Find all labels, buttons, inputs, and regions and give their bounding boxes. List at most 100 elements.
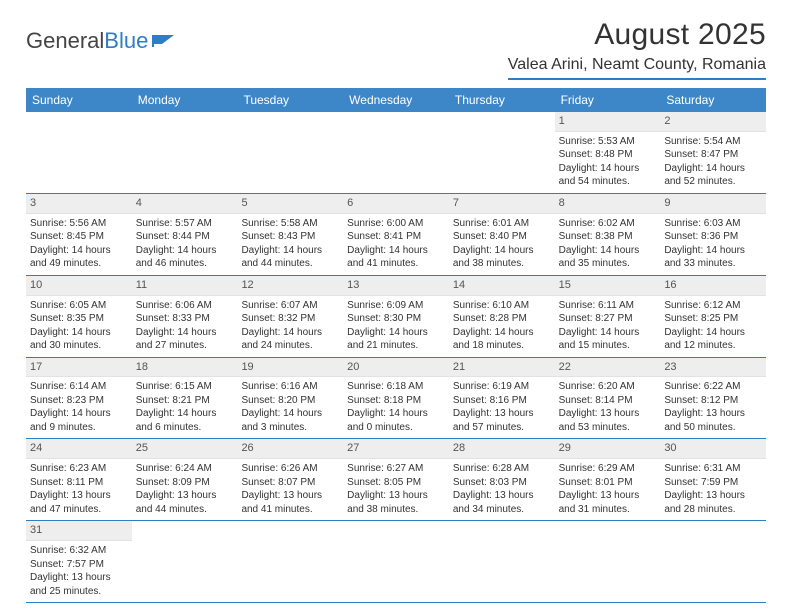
day-header: Friday <box>555 88 661 112</box>
day-number: 31 <box>26 521 132 541</box>
sunset-text: Sunset: 8:14 PM <box>559 394 657 408</box>
daylight-text: Daylight: 13 hours and 25 minutes. <box>30 571 128 598</box>
sunset-text: Sunset: 8:11 PM <box>30 476 128 490</box>
calendar-cell: 28Sunrise: 6:28 AMSunset: 8:03 PMDayligh… <box>449 439 555 520</box>
daylight-text: Daylight: 14 hours and 44 minutes. <box>241 244 339 271</box>
daylight-text: Daylight: 13 hours and 41 minutes. <box>241 489 339 516</box>
day-number: 27 <box>343 439 449 459</box>
sunset-text: Sunset: 8:27 PM <box>559 312 657 326</box>
daylight-text: Daylight: 13 hours and 47 minutes. <box>30 489 128 516</box>
day-number: 28 <box>449 439 555 459</box>
calendar-cell: 7Sunrise: 6:01 AMSunset: 8:40 PMDaylight… <box>449 194 555 275</box>
day-number: 13 <box>343 276 449 296</box>
calendar: SundayMondayTuesdayWednesdayThursdayFrid… <box>26 88 766 603</box>
sunrise-text: Sunrise: 6:23 AM <box>30 462 128 476</box>
week-row: 1Sunrise: 5:53 AMSunset: 8:48 PMDaylight… <box>26 112 766 194</box>
cell-body: Sunrise: 6:12 AMSunset: 8:25 PMDaylight:… <box>660 296 766 357</box>
daylight-text: Daylight: 14 hours and 52 minutes. <box>664 162 762 189</box>
day-header: Sunday <box>26 88 132 112</box>
sunrise-text: Sunrise: 5:53 AM <box>559 135 657 149</box>
cell-body: Sunrise: 6:28 AMSunset: 8:03 PMDaylight:… <box>449 459 555 520</box>
calendar-cell: 29Sunrise: 6:29 AMSunset: 8:01 PMDayligh… <box>555 439 661 520</box>
day-number: 2 <box>660 112 766 132</box>
calendar-cell: 5Sunrise: 5:58 AMSunset: 8:43 PMDaylight… <box>237 194 343 275</box>
calendar-cell <box>449 112 555 193</box>
sunset-text: Sunset: 8:07 PM <box>241 476 339 490</box>
day-number: 15 <box>555 276 661 296</box>
daylight-text: Daylight: 13 hours and 44 minutes. <box>136 489 234 516</box>
sunrise-text: Sunrise: 6:06 AM <box>136 299 234 313</box>
cell-body: Sunrise: 6:15 AMSunset: 8:21 PMDaylight:… <box>132 377 238 438</box>
sunset-text: Sunset: 7:59 PM <box>664 476 762 490</box>
day-number: 9 <box>660 194 766 214</box>
cell-body: Sunrise: 6:18 AMSunset: 8:18 PMDaylight:… <box>343 377 449 438</box>
calendar-cell: 20Sunrise: 6:18 AMSunset: 8:18 PMDayligh… <box>343 358 449 439</box>
cell-body: Sunrise: 6:06 AMSunset: 8:33 PMDaylight:… <box>132 296 238 357</box>
sunrise-text: Sunrise: 6:22 AM <box>664 380 762 394</box>
sunset-text: Sunset: 8:30 PM <box>347 312 445 326</box>
calendar-cell: 17Sunrise: 6:14 AMSunset: 8:23 PMDayligh… <box>26 358 132 439</box>
sunset-text: Sunset: 8:32 PM <box>241 312 339 326</box>
calendar-cell <box>343 112 449 193</box>
sunrise-text: Sunrise: 6:19 AM <box>453 380 551 394</box>
calendar-cell: 31 Sunrise: 6:32 AMSunset: 7:57 PMDayligh… <box>26 521 132 602</box>
cell-body: Sunrise: 6:01 AMSunset: 8:40 PMDaylight:… <box>449 214 555 275</box>
cell-body: Sunrise: 6:02 AMSunset: 8:38 PMDaylight:… <box>555 214 661 275</box>
day-number: 7 <box>449 194 555 214</box>
calendar-cell: 2Sunrise: 5:54 AMSunset: 8:47 PMDaylight… <box>660 112 766 193</box>
sunrise-text: Sunrise: 6:09 AM <box>347 299 445 313</box>
cell-body: Sunrise: 5:54 AMSunset: 8:47 PMDaylight:… <box>660 132 766 193</box>
calendar-cell: 10Sunrise: 6:05 AMSunset: 8:35 PMDayligh… <box>26 276 132 357</box>
sunset-text: Sunset: 8:44 PM <box>136 230 234 244</box>
day-number: 10 <box>26 276 132 296</box>
calendar-cell: 8Sunrise: 6:02 AMSunset: 8:38 PMDaylight… <box>555 194 661 275</box>
cell-body: Sunrise: 5:57 AMSunset: 8:44 PMDaylight:… <box>132 214 238 275</box>
day-number: 6 <box>343 194 449 214</box>
week-row: 3Sunrise: 5:56 AMSunset: 8:45 PMDaylight… <box>26 194 766 276</box>
calendar-cell: 12Sunrise: 6:07 AMSunset: 8:32 PMDayligh… <box>237 276 343 357</box>
sunrise-text: Sunrise: 6:31 AM <box>664 462 762 476</box>
daylight-text: Daylight: 13 hours and 57 minutes. <box>453 407 551 434</box>
day-headers-row: SundayMondayTuesdayWednesdayThursdayFrid… <box>26 88 766 112</box>
daylight-text: Daylight: 13 hours and 31 minutes. <box>559 489 657 516</box>
sunset-text: Sunset: 8:03 PM <box>453 476 551 490</box>
logo-text-1: General <box>26 28 104 54</box>
week-row: 24Sunrise: 6:23 AMSunset: 8:11 PMDayligh… <box>26 439 766 521</box>
day-number: 30 <box>660 439 766 459</box>
sunrise-text: Sunrise: 6:10 AM <box>453 299 551 313</box>
day-number: 12 <box>237 276 343 296</box>
sunrise-text: Sunrise: 6:00 AM <box>347 217 445 231</box>
sunset-text: Sunset: 8:47 PM <box>664 148 762 162</box>
calendar-cell: 24Sunrise: 6:23 AMSunset: 8:11 PMDayligh… <box>26 439 132 520</box>
daylight-text: Daylight: 14 hours and 54 minutes. <box>559 162 657 189</box>
calendar-cell: 30Sunrise: 6:31 AMSunset: 7:59 PMDayligh… <box>660 439 766 520</box>
calendar-cell: 25Sunrise: 6:24 AMSunset: 8:09 PMDayligh… <box>132 439 238 520</box>
daylight-text: Daylight: 14 hours and 33 minutes. <box>664 244 762 271</box>
sunrise-text: Sunrise: 5:54 AM <box>664 135 762 149</box>
cell-body: Sunrise: 6:10 AMSunset: 8:28 PMDaylight:… <box>449 296 555 357</box>
calendar-cell <box>555 521 661 602</box>
daylight-text: Daylight: 13 hours and 38 minutes. <box>347 489 445 516</box>
sunset-text: Sunset: 8:48 PM <box>559 148 657 162</box>
sunrise-text: Sunrise: 6:32 AM <box>30 544 128 558</box>
calendar-cell <box>26 112 132 193</box>
day-number: 8 <box>555 194 661 214</box>
sunset-text: Sunset: 8:05 PM <box>347 476 445 490</box>
calendar-cell <box>132 521 238 602</box>
sunset-text: Sunset: 7:57 PM <box>30 558 128 572</box>
daylight-text: Daylight: 13 hours and 50 minutes. <box>664 407 762 434</box>
daylight-text: Daylight: 14 hours and 18 minutes. <box>453 326 551 353</box>
cell-body: Sunrise: 6:24 AMSunset: 8:09 PMDaylight:… <box>132 459 238 520</box>
daylight-text: Daylight: 14 hours and 12 minutes. <box>664 326 762 353</box>
calendar-cell: 4Sunrise: 5:57 AMSunset: 8:44 PMDaylight… <box>132 194 238 275</box>
sunrise-text: Sunrise: 5:57 AM <box>136 217 234 231</box>
sunset-text: Sunset: 8:20 PM <box>241 394 339 408</box>
sunrise-text: Sunrise: 6:24 AM <box>136 462 234 476</box>
day-header: Saturday <box>660 88 766 112</box>
daylight-text: Daylight: 14 hours and 41 minutes. <box>347 244 445 271</box>
calendar-cell: 27Sunrise: 6:27 AMSunset: 8:05 PMDayligh… <box>343 439 449 520</box>
calendar-cell: 11Sunrise: 6:06 AMSunset: 8:33 PMDayligh… <box>132 276 238 357</box>
cell-body: Sunrise: 5:53 AMSunset: 8:48 PMDaylight:… <box>555 132 661 193</box>
sunset-text: Sunset: 8:38 PM <box>559 230 657 244</box>
cell-body: Sunrise: 6:27 AMSunset: 8:05 PMDaylight:… <box>343 459 449 520</box>
